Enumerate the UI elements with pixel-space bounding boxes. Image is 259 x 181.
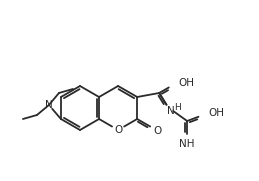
- Text: O: O: [154, 126, 162, 136]
- Text: N: N: [45, 100, 53, 110]
- Text: O: O: [114, 125, 122, 135]
- Text: OH: OH: [178, 78, 194, 88]
- Text: N: N: [167, 106, 175, 116]
- Text: H: H: [174, 102, 181, 111]
- Text: NH: NH: [179, 139, 195, 149]
- Text: OH: OH: [208, 108, 224, 118]
